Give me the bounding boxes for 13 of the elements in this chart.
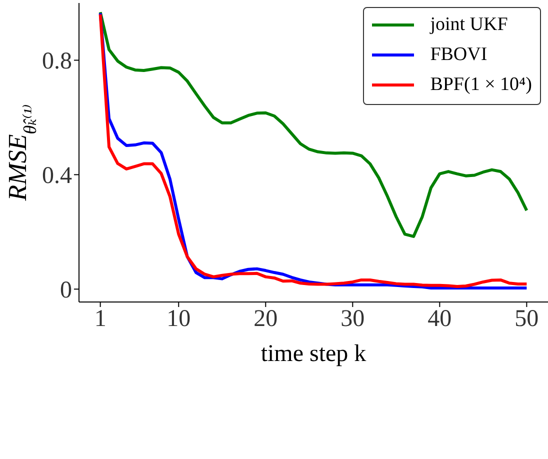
x-axis-title: time step k (260, 341, 366, 367)
x-tick-label: 30 (340, 306, 365, 332)
y-tick-label: 0 (60, 278, 72, 304)
legend-label: FBOVI (430, 44, 488, 66)
x-tick-label: 20 (254, 306, 278, 332)
legend-label: BPF(1 × 10⁴) (430, 74, 532, 96)
y-tick-label: 0.8 (42, 48, 72, 75)
legend-label: joint UKF (430, 14, 508, 36)
x-tick-label: 40 (428, 306, 452, 332)
x-tick-label: 10 (166, 306, 191, 332)
x-tick-label: 1 (94, 306, 106, 332)
y-tick-label: 0.4 (42, 163, 72, 190)
x-tick-label: 50 (514, 306, 539, 332)
